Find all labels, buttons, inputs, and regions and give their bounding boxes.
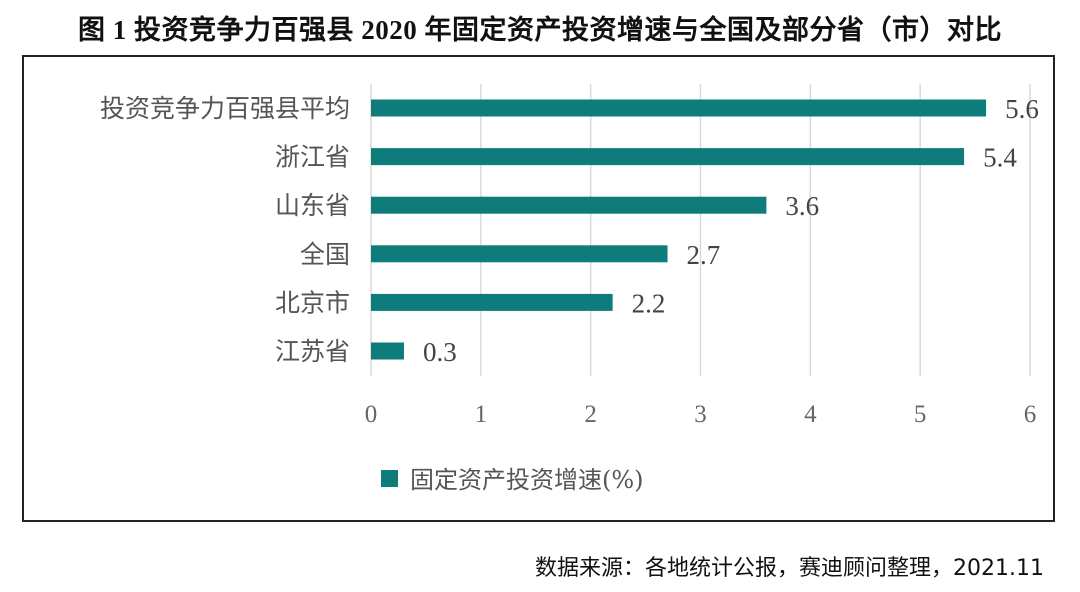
data-label: 5.4 bbox=[983, 143, 1017, 173]
gridlines bbox=[370, 84, 1031, 376]
bar bbox=[371, 293, 613, 311]
bar bbox=[371, 148, 965, 166]
legend: 固定资产投资增速(%) bbox=[381, 466, 644, 494]
data-label: 0.3 bbox=[423, 337, 457, 367]
category-label: 投资竞争力百强县平均 bbox=[100, 94, 350, 123]
bar bbox=[371, 99, 987, 117]
value-labels: 5.6 5.4 3.6 2.7 2.2 0.3 bbox=[423, 94, 1039, 367]
category-label: 江苏省 bbox=[275, 337, 350, 366]
x-tick-label: 6 bbox=[1024, 401, 1037, 428]
x-tick-label: 2 bbox=[584, 401, 597, 428]
x-tick-label: 1 bbox=[475, 401, 488, 428]
chart-title: 图 1 投资竞争力百强县 2020 年固定资产投资增速与全国及部分省（市）对比 bbox=[78, 15, 1002, 45]
category-label: 北京市 bbox=[275, 288, 350, 317]
x-tick-label: 5 bbox=[914, 401, 927, 428]
data-label: 3.6 bbox=[785, 191, 819, 221]
data-label: 2.2 bbox=[632, 288, 666, 318]
chart-frame bbox=[22, 55, 1055, 522]
bar bbox=[371, 196, 767, 214]
bar bbox=[371, 245, 668, 263]
x-tick-label: 4 bbox=[804, 401, 817, 428]
category-label: 全国 bbox=[300, 240, 350, 269]
x-tick-label: 3 bbox=[694, 401, 707, 428]
x-tick-label: 0 bbox=[365, 401, 378, 428]
x-axis-tick-labels: 0 1 2 3 4 5 6 bbox=[365, 401, 1037, 428]
category-label: 浙江省 bbox=[275, 143, 350, 172]
bars bbox=[371, 99, 987, 360]
data-source-note: 数据来源：各地统计公报，赛迪顾问整理，2021.11 bbox=[535, 556, 1044, 581]
data-label: 5.6 bbox=[1005, 94, 1039, 124]
category-label: 山东省 bbox=[275, 191, 350, 220]
legend-swatch bbox=[381, 470, 398, 487]
data-label: 2.7 bbox=[687, 240, 721, 270]
legend-label: 固定资产投资增速(%) bbox=[410, 466, 644, 494]
bar bbox=[371, 342, 404, 360]
